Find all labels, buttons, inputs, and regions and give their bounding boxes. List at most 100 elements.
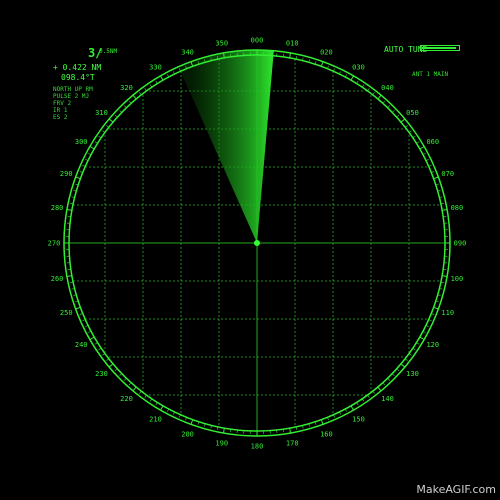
bearing-tick <box>179 414 181 418</box>
bearing-tick <box>440 281 444 284</box>
bearing-tick <box>295 56 298 60</box>
bearing-label: 300 <box>75 138 88 146</box>
bearing-tick <box>428 165 432 167</box>
bearing-tick <box>425 159 429 161</box>
bearing-label: 120 <box>426 341 439 349</box>
bearing-tick <box>396 368 400 372</box>
bearing-tick <box>320 61 324 67</box>
bearing-tick <box>98 347 102 351</box>
bearing-tick <box>382 382 386 386</box>
bearing-label: 000 <box>251 37 264 45</box>
bearing-tick <box>392 110 395 113</box>
bearing-tick <box>94 141 98 144</box>
bearing-tick <box>88 330 92 333</box>
bearing-tick <box>377 94 382 100</box>
bearing-label: 080 <box>451 204 464 212</box>
bearing-tick <box>75 183 79 186</box>
bearing-tick <box>302 425 304 429</box>
antenna-label: ANT 1 MAIN <box>412 71 449 78</box>
bearing-tick <box>128 382 132 386</box>
bearing-tick <box>314 61 317 65</box>
bearing-tick <box>222 52 225 58</box>
bearing-tick <box>73 294 77 296</box>
bearing-tick <box>339 71 341 75</box>
info-es: ES 2 <box>53 114 68 121</box>
bearing-tick <box>88 153 92 156</box>
bearing-tick <box>210 425 212 429</box>
info-pulse: PULSE 2 MJ <box>53 93 90 100</box>
bearing-tick <box>70 281 74 284</box>
bearing-tick <box>167 408 170 412</box>
bearing-tick <box>190 419 194 425</box>
bearing-tick <box>79 171 83 173</box>
bearing-tick <box>216 426 219 430</box>
bearing-label: 260 <box>51 275 64 283</box>
bearing-tick <box>361 398 365 402</box>
bearing-label: 110 <box>441 309 454 317</box>
own-ship-marker <box>254 240 260 246</box>
bearing-tick <box>85 159 89 161</box>
bearing-tick <box>160 405 164 411</box>
bearing-tick <box>344 408 347 412</box>
bearing-tick <box>435 183 439 186</box>
bearing-scale <box>64 50 450 436</box>
bearing-tick <box>422 153 426 156</box>
bearing-tick <box>431 171 435 173</box>
bearing-label: 140 <box>381 395 394 403</box>
bearing-label: 310 <box>95 109 108 117</box>
bearing-tick <box>73 190 77 192</box>
bearing-tick <box>102 130 106 133</box>
bearing-label: 350 <box>215 40 228 48</box>
bearing-tick <box>350 75 354 81</box>
bearing-tick <box>400 118 406 123</box>
bearing-tick <box>333 414 335 418</box>
bearing-tick <box>173 71 175 75</box>
bearing-tick <box>327 417 329 421</box>
bearing-tick <box>98 135 102 139</box>
bearing-tick <box>119 373 122 376</box>
bearing-label: 330 <box>149 64 162 72</box>
bearing-tick <box>344 74 347 78</box>
bearing-tick <box>66 208 72 211</box>
bearing-tick <box>204 59 206 63</box>
bearing-tick <box>416 141 420 144</box>
radar-sweep <box>178 50 274 244</box>
bearing-tick <box>377 386 382 392</box>
bearing-tick <box>139 92 142 96</box>
bearing-tick <box>82 319 86 321</box>
bearing-tick <box>440 202 444 205</box>
bearing-tick <box>408 353 412 356</box>
bearing-tick <box>94 342 98 345</box>
bearing-tick <box>119 110 122 113</box>
bearing-label: 230 <box>95 370 108 378</box>
bearing-tick <box>144 394 147 398</box>
bearing-label: 270 <box>48 240 61 248</box>
bearing-label: 200 <box>181 430 194 438</box>
bearing-tick <box>412 135 416 139</box>
bearing-tick <box>160 75 164 81</box>
bearing-tick <box>185 417 187 421</box>
bearing-label: 280 <box>51 204 64 212</box>
bearing-tick <box>106 358 110 361</box>
auto-tune-label[interactable]: AUTO TUNE <box>384 45 428 54</box>
bearing-tick <box>428 319 432 321</box>
range-value[interactable]: 3/ <box>88 46 103 60</box>
bearing-tick <box>82 165 86 167</box>
bearing-tick <box>75 306 81 310</box>
bearing-tick <box>372 92 375 96</box>
bearing-tick <box>356 80 359 84</box>
bearing-tick <box>439 196 443 198</box>
bearing-tick <box>71 288 75 290</box>
bearing-tick <box>70 202 74 205</box>
auto-tune-bar[interactable] <box>420 45 460 51</box>
bearing-tick <box>102 353 106 356</box>
watermark: MakeAGIF.com <box>416 483 496 496</box>
bearing-tick <box>75 300 79 303</box>
bearing-tick <box>320 419 324 425</box>
bearing-label: 340 <box>181 49 194 57</box>
bearing-tick <box>439 288 443 290</box>
bearing-tick <box>204 423 206 427</box>
bearing-tick <box>197 421 200 425</box>
bearing-label: 100 <box>451 275 464 283</box>
bearing-tick <box>442 208 448 211</box>
